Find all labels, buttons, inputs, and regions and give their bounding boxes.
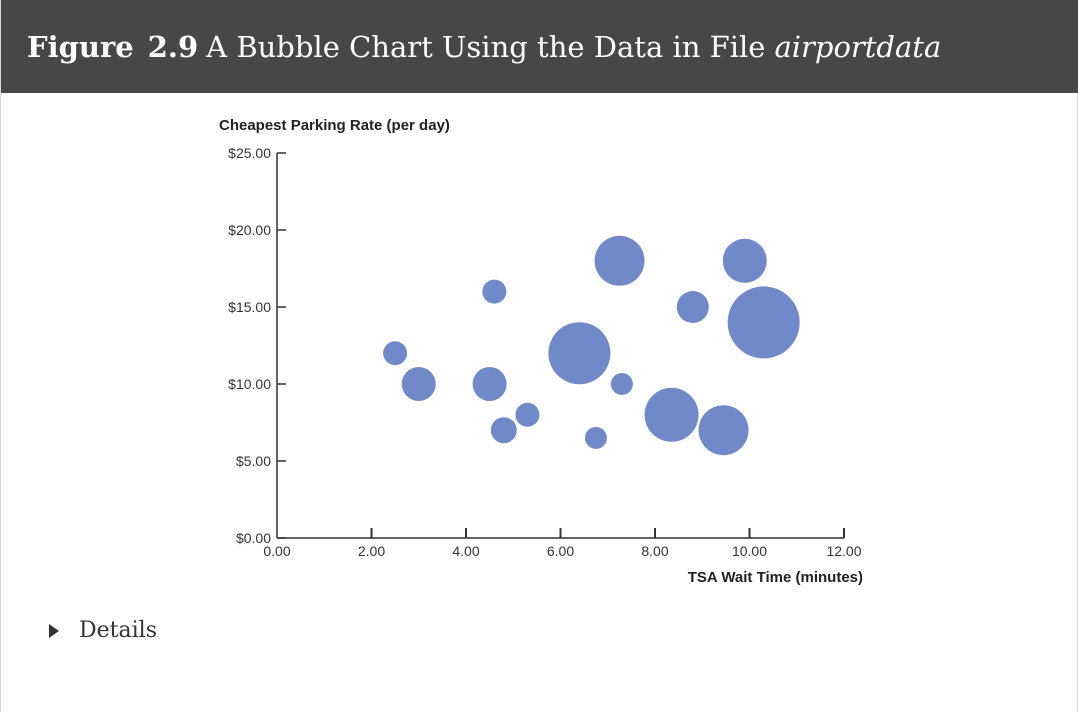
bubble-point	[698, 405, 749, 456]
x-tick-label: 4.00	[452, 543, 479, 559]
details-toggle[interactable]: Details	[49, 618, 157, 643]
y-tick-label: $15.00	[228, 299, 271, 315]
figure-header: Figure 2.9 A Bubble Chart Using the Data…	[1, 0, 1078, 93]
bubble-point	[472, 367, 507, 401]
bubble-point	[676, 291, 709, 323]
figure-title-filename: airportdata	[774, 29, 942, 64]
x-tick-label: 12.00	[826, 543, 861, 559]
x-tick-label: 10.00	[732, 543, 767, 559]
y-axis-title: Cheapest Parking Rate (per day)	[219, 117, 450, 134]
y-tick-label: $5.00	[236, 453, 271, 469]
figure-title: A Bubble Chart Using the Data in File	[206, 29, 766, 64]
caret-right-icon	[49, 623, 59, 638]
y-tick-label: $0.00	[236, 530, 271, 546]
bubble-point	[584, 426, 607, 449]
figure-number: 2.9	[147, 29, 199, 64]
x-tick-label: 8.00	[641, 543, 668, 559]
x-axis-title: TSA Wait Time (minutes)	[688, 569, 863, 586]
bubble-point	[401, 367, 436, 401]
bubble-point	[727, 286, 800, 359]
bubble-chart: Cheapest Parking Rate (per day) TSA Wait …	[219, 117, 863, 586]
y-tick-label: $25.00	[228, 145, 271, 161]
details-label: Details	[79, 618, 157, 643]
bubble-point	[383, 341, 408, 366]
bubble-point	[548, 322, 611, 385]
bubble-point	[490, 417, 517, 444]
bubble-point	[644, 387, 699, 442]
bubble-point	[610, 373, 633, 395]
bubble-point	[482, 279, 507, 304]
y-tick-label: $20.00	[228, 222, 271, 238]
figure-label: Figure	[27, 29, 134, 64]
x-tick-label: 2.00	[358, 543, 385, 559]
bubble-point	[515, 402, 540, 427]
bubble-point	[722, 238, 767, 283]
x-tick-label: 0.00	[263, 543, 290, 559]
bubble-point	[594, 235, 645, 286]
x-tick-label: 6.00	[547, 543, 574, 559]
y-tick-label: $10.00	[228, 376, 271, 392]
